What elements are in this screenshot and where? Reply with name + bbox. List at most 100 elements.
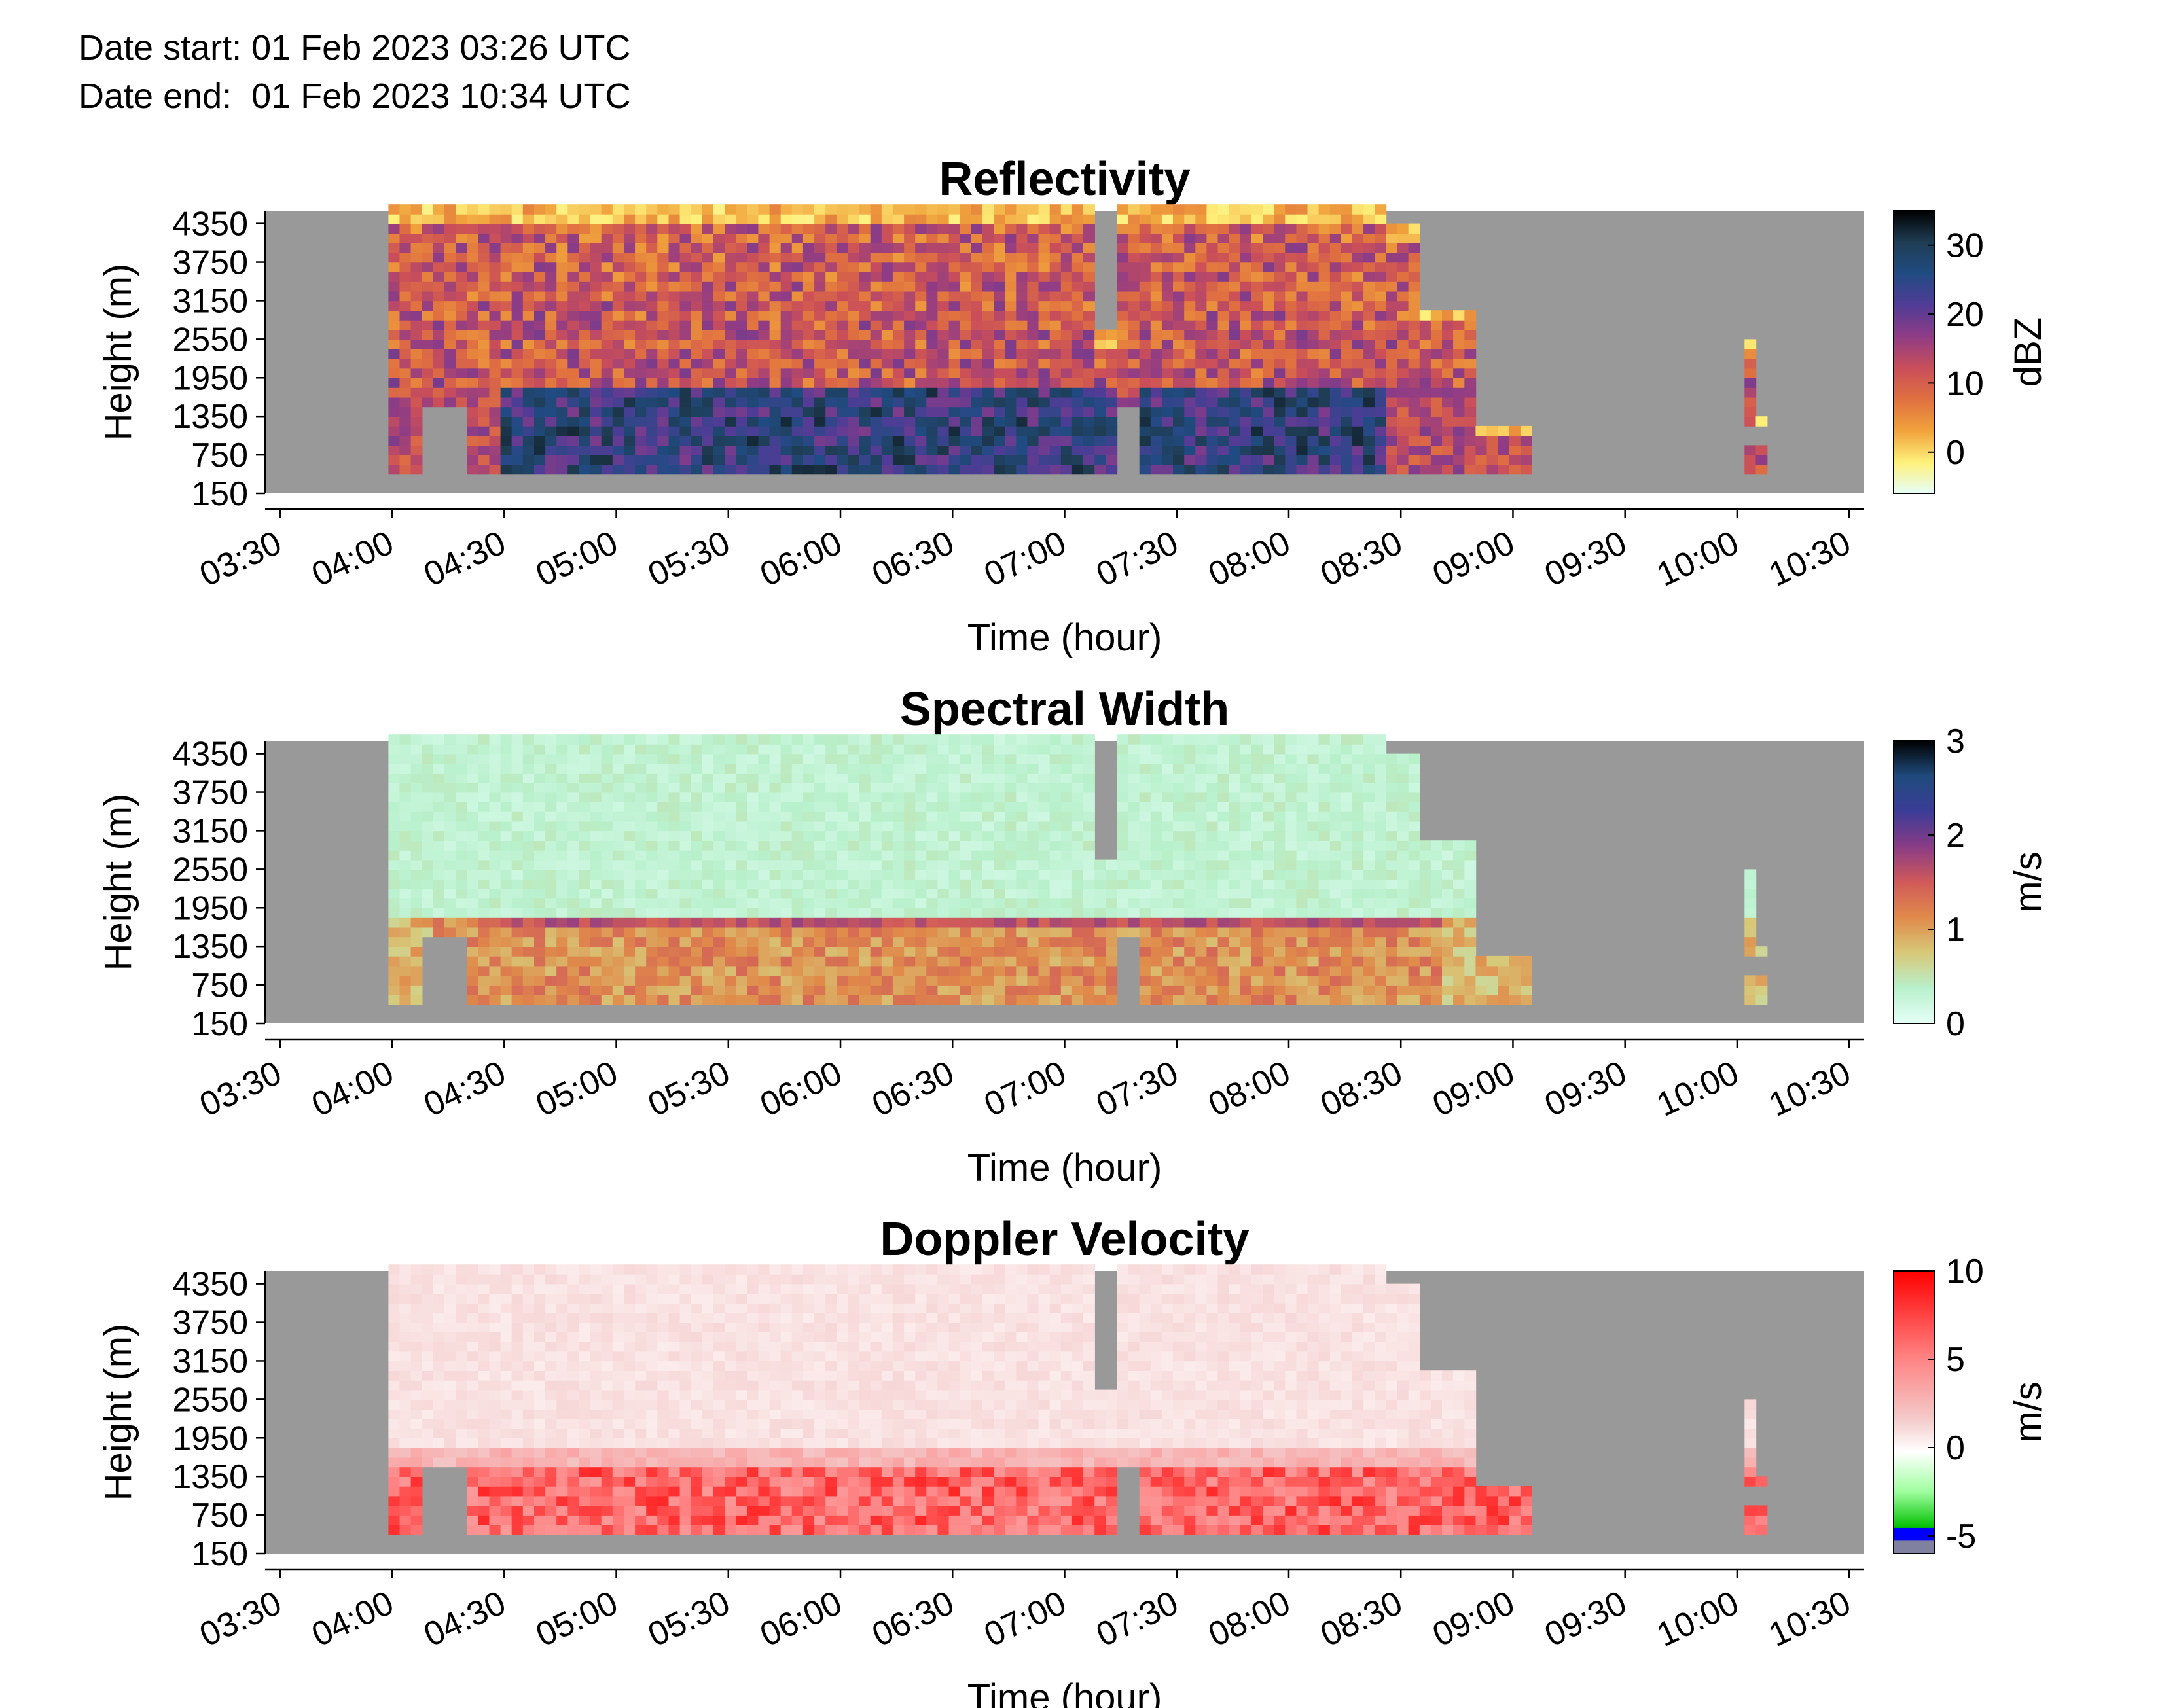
spectral-width-heatmap bbox=[388, 734, 1768, 1005]
reflectivity-xtick-label: 04:30 bbox=[418, 524, 511, 594]
reflectivity-xtick-label: 10:00 bbox=[1651, 524, 1744, 594]
spectral-width-colorbar-label: m/s bbox=[2007, 851, 2049, 912]
doppler-velocity-xtick-label: 04:00 bbox=[306, 1584, 399, 1654]
spectral-width-colorbar-tick-label: 0 bbox=[1946, 1005, 1965, 1043]
reflectivity-colorbar-label: dBZ bbox=[2007, 317, 2049, 387]
spectral-width-ytick-label: 3750 bbox=[172, 774, 248, 812]
spectral-width-colorbar-tick-label: 1 bbox=[1946, 911, 1965, 949]
spectral-width-ytick-label: 750 bbox=[191, 967, 248, 1005]
doppler-velocity-heatmap bbox=[388, 1264, 1768, 1535]
reflectivity-xtick-label: 06:30 bbox=[867, 524, 960, 594]
reflectivity-colorbar-tick-label: 10 bbox=[1946, 365, 1984, 402]
doppler-velocity-xtick-label: 09:00 bbox=[1427, 1584, 1520, 1654]
doppler-velocity-xtick-label: 06:30 bbox=[867, 1584, 960, 1654]
reflectivity-xtick-label: 07:00 bbox=[979, 524, 1071, 594]
spectral-width-colorbar-gradient bbox=[1893, 740, 1935, 1024]
reflectivity-ylabel: Height (m) bbox=[97, 264, 139, 441]
spectral-width-xtick-label: 09:00 bbox=[1427, 1054, 1520, 1124]
reflectivity-xtick-label: 05:30 bbox=[642, 524, 735, 594]
doppler-velocity-xtick-label: 10:30 bbox=[1763, 1584, 1856, 1654]
reflectivity-ytick-label: 4350 bbox=[172, 205, 248, 243]
doppler-velocity-colorbar-gradient bbox=[1893, 1270, 1935, 1554]
doppler-velocity-colorbar-tick-label: -5 bbox=[1946, 1518, 1976, 1556]
reflectivity-colorbar-tick-label: 0 bbox=[1946, 434, 1965, 472]
reflectivity-ytick-label: 1350 bbox=[172, 398, 248, 436]
doppler-velocity-xtick-label: 03:30 bbox=[194, 1584, 287, 1654]
date-start: Date start: 01 Feb 2023 03:26 UTC bbox=[79, 28, 631, 67]
reflectivity-xtick-label: 09:00 bbox=[1427, 524, 1520, 594]
reflectivity-xtick-label: 06:00 bbox=[755, 524, 848, 594]
doppler-velocity-xtick-label: 09:30 bbox=[1539, 1584, 1632, 1654]
doppler-velocity-xtick-label: 07:30 bbox=[1090, 1584, 1183, 1654]
spectral-width-xtick-label: 08:30 bbox=[1315, 1054, 1408, 1124]
reflectivity-ytick-label: 3750 bbox=[172, 244, 248, 282]
doppler-velocity-colorbar: -5 0 5 10 m/s bbox=[1893, 1253, 2049, 1556]
spectral-width-ylabel: Height (m) bbox=[97, 794, 139, 971]
reflectivity-ytick-label: 150 bbox=[191, 475, 248, 513]
spectral-width-ytick-label: 2550 bbox=[172, 851, 248, 889]
doppler-velocity-ytick-label: 1350 bbox=[172, 1458, 248, 1496]
doppler-velocity-colorbar-label: m/s bbox=[2007, 1381, 2049, 1442]
doppler-velocity-xtick-label: 08:30 bbox=[1315, 1584, 1408, 1654]
spectral-width-xtick-label: 10:00 bbox=[1651, 1054, 1744, 1124]
doppler-velocity-ytick-label: 2550 bbox=[172, 1381, 248, 1419]
reflectivity-xtick-label: 10:30 bbox=[1763, 524, 1856, 594]
spectral-width-xtick-label: 04:00 bbox=[306, 1054, 399, 1124]
doppler-velocity-ytick-label: 1950 bbox=[172, 1419, 248, 1457]
spectral-width-ytick-label: 3150 bbox=[172, 812, 248, 850]
reflectivity-xtick-label: 04:00 bbox=[306, 524, 399, 594]
doppler-velocity-xtick-label: 04:30 bbox=[418, 1584, 511, 1654]
doppler-velocity-colorbar-tick-label: 10 bbox=[1946, 1253, 1984, 1290]
doppler-velocity-ytick-label: 4350 bbox=[172, 1266, 248, 1304]
spectral-width-colorbar-tick-label: 3 bbox=[1946, 722, 1965, 760]
reflectivity-xtick-label: 08:30 bbox=[1315, 524, 1408, 594]
doppler-velocity-title: Doppler Velocity bbox=[880, 1213, 1249, 1266]
reflectivity-panel: Reflectivity 1507501350195025503150375043… bbox=[97, 153, 2049, 659]
reflectivity-colorbar-tick-label: 20 bbox=[1946, 296, 1984, 334]
spectral-width-ytick-label: 150 bbox=[191, 1005, 248, 1043]
doppler-velocity-ytick-label: 3150 bbox=[172, 1342, 248, 1380]
reflectivity-xtick-label: 05:00 bbox=[530, 524, 623, 594]
doppler-velocity-panel: Doppler Velocity 150750135019502550315037… bbox=[97, 1213, 2049, 1708]
spectral-width-colorbar: 0 1 2 3 m/s bbox=[1893, 722, 2049, 1043]
reflectivity-ytick-label: 3150 bbox=[172, 282, 248, 320]
doppler-velocity-colorbar-tick-label: 5 bbox=[1946, 1341, 1965, 1379]
reflectivity-ytick-label: 1950 bbox=[172, 359, 248, 397]
spectral-width-ytick-label: 1350 bbox=[172, 928, 248, 966]
reflectivity-xtick-label: 07:30 bbox=[1090, 524, 1183, 594]
reflectivity-xtick-label: 09:30 bbox=[1539, 524, 1632, 594]
spectral-width-title: Spectral Width bbox=[900, 683, 1229, 736]
spectral-width-xtick-label: 09:30 bbox=[1539, 1054, 1632, 1124]
spectral-width-xtick-label: 04:30 bbox=[418, 1054, 511, 1124]
spectral-width-xlabel: Time (hour) bbox=[967, 1147, 1162, 1189]
spectral-width-xtick-label: 05:30 bbox=[642, 1054, 735, 1124]
date-end: Date end: 01 Feb 2023 10:34 UTC bbox=[79, 77, 631, 116]
reflectivity-ytick-label: 2550 bbox=[172, 321, 248, 359]
doppler-velocity-xtick-label: 06:00 bbox=[755, 1584, 848, 1654]
doppler-velocity-ytick-label: 750 bbox=[191, 1497, 248, 1535]
reflectivity-colorbar-tick-label: 30 bbox=[1946, 227, 1984, 265]
doppler-velocity-xtick-label: 08:00 bbox=[1203, 1584, 1296, 1654]
spectral-width-colorbar-tick-label: 2 bbox=[1946, 817, 1965, 855]
reflectivity-title: Reflectivity bbox=[939, 153, 1190, 205]
reflectivity-ytick-label: 750 bbox=[191, 436, 248, 474]
doppler-velocity-xlabel: Time (hour) bbox=[967, 1677, 1162, 1708]
reflectivity-colorbar: 0 10 20 30 dBZ bbox=[1893, 210, 2049, 494]
spectral-width-xtick-label: 06:30 bbox=[867, 1054, 960, 1124]
doppler-velocity-ylabel: Height (m) bbox=[97, 1324, 139, 1501]
spectral-width-ytick-label: 4350 bbox=[172, 736, 248, 774]
spectral-width-xtick-label: 07:30 bbox=[1090, 1054, 1183, 1124]
spectral-width-ytick-label: 1950 bbox=[172, 889, 248, 927]
reflectivity-colorbar-gradient bbox=[1893, 210, 1935, 494]
doppler-velocity-colorbar-tick-label: 0 bbox=[1946, 1429, 1965, 1467]
date-info: Date start: 01 Feb 2023 03:26 UTC Date e… bbox=[79, 24, 631, 120]
doppler-velocity-ytick-label: 150 bbox=[191, 1535, 248, 1573]
reflectivity-xtick-label: 08:00 bbox=[1203, 524, 1296, 594]
spectral-width-xtick-label: 08:00 bbox=[1203, 1054, 1296, 1124]
doppler-velocity-xtick-label: 07:00 bbox=[979, 1584, 1071, 1654]
spectral-width-panel: Spectral Width 15075013501950255031503750… bbox=[97, 683, 2049, 1189]
reflectivity-xlabel: Time (hour) bbox=[967, 616, 1162, 659]
spectral-width-xtick-label: 07:00 bbox=[979, 1054, 1071, 1124]
reflectivity-xtick-label: 03:30 bbox=[194, 524, 287, 594]
